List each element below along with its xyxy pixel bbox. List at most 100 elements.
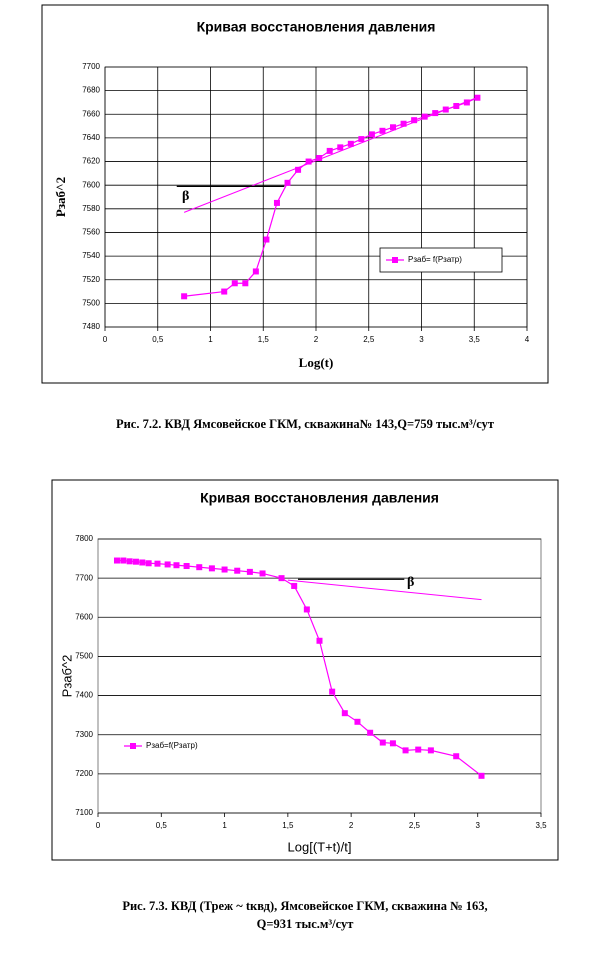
y-tick-label: 7100 [75,808,93,817]
trend-line [287,579,482,601]
data-point [208,565,215,572]
data-point [295,166,302,173]
figure-caption: Рис. 7.3. КВД (Треж ~ tквд), Ямсовейское… [122,899,487,913]
data-point [231,280,238,287]
y-axis-label: Pзаб^2 [53,177,68,217]
data-point [329,688,336,695]
y-tick-label: 7480 [82,322,100,331]
x-tick-label: 2 [349,821,354,830]
y-tick-label: 7640 [82,133,100,142]
data-point [284,179,291,186]
y-tick-label: 7520 [82,275,100,284]
figure-caption: Рис. 7.2. КВД Ямсовейское ГКМ, скважина№… [116,417,494,431]
data-point [415,746,422,753]
data-point [389,740,396,747]
x-tick-label: 0,5 [152,335,164,344]
x-axis-label: Log[(T+t)/t] [288,839,352,854]
data-point [379,739,386,746]
data-point [139,559,146,566]
data-point [246,568,253,575]
x-tick-label: 0,5 [156,821,168,830]
chart-title: Кривая восстановления давления [197,19,436,35]
x-tick-label: 3 [419,335,424,344]
data-point [411,117,418,124]
data-point [154,560,161,567]
x-tick-label: 1 [208,335,213,344]
data-point [252,268,259,275]
y-tick-label: 7600 [75,612,93,621]
data-point [427,747,434,754]
data-point [164,561,171,568]
legend-marker [130,743,136,749]
data-point [126,558,133,565]
data-point [478,772,485,779]
y-tick-label: 7680 [82,86,100,95]
x-tick-label: 0 [96,821,101,830]
data-point [379,127,386,134]
trend-line [183,96,480,213]
y-tick-label: 7200 [75,769,93,778]
data-point [390,124,397,131]
annotation: β [407,575,414,590]
data-point [291,582,298,589]
data-point [242,280,249,287]
data-point [474,94,481,101]
data-point [234,567,241,574]
y-tick-label: 7300 [75,730,93,739]
data-point [400,120,407,127]
chart-frame [41,4,549,384]
y-tick-label: 7700 [75,573,93,582]
data-point [273,199,280,206]
data-point [173,562,180,569]
data-point [453,103,460,109]
figure-caption: Q=931 тыс.м³/сут [257,917,354,931]
y-tick-label: 7660 [82,109,100,118]
y-tick-label: 7620 [82,157,100,166]
data-point [337,144,344,151]
x-tick-label: 1 [222,821,227,830]
x-tick-label: 1,5 [258,335,270,344]
x-tick-label: 3 [475,821,480,830]
x-tick-label: 2,5 [409,821,421,830]
data-point [421,113,428,120]
data-point [354,718,361,725]
data-point [316,637,323,644]
y-tick-label: 7500 [75,652,93,661]
data-point [453,753,460,760]
y-tick-label: 7540 [82,251,100,260]
data-point [305,158,312,165]
data-point [402,747,409,754]
x-axis-label: Log(t) [299,355,334,370]
y-tick-label: 7560 [82,228,100,237]
y-tick-label: 7800 [75,534,93,543]
data-point [347,140,354,147]
data-point [181,293,188,300]
data-point [221,566,228,573]
y-tick-label: 7580 [82,204,100,213]
data-point [463,99,470,106]
x-tick-label: 4 [525,335,530,344]
legend-label: Pзаб= f(Pзатр) [408,255,462,264]
data-point [303,606,310,613]
data-point [358,136,365,143]
legend-marker [392,257,398,263]
data-point [368,131,375,138]
data-point [263,236,270,243]
x-tick-label: 1,5 [282,821,294,830]
data-point [183,563,190,570]
data-point [341,710,348,717]
data-point [196,564,203,571]
x-tick-label: 0 [103,335,108,344]
data-point [132,558,139,565]
data-point [113,557,120,564]
annotation: β [182,189,189,204]
data-point [278,575,285,582]
chart-title: Кривая восстановления давления [200,490,439,506]
x-tick-label: 2 [314,335,319,344]
y-axis-label: Pзаб^2 [59,655,74,698]
y-tick-label: 7600 [82,180,100,189]
data-point [316,155,323,161]
y-tick-label: 7700 [82,62,100,71]
